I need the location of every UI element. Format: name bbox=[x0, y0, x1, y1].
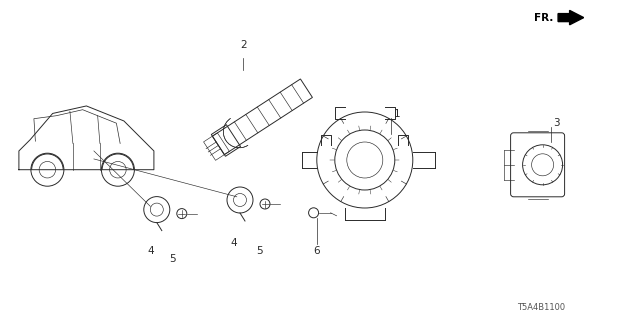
Text: 1: 1 bbox=[394, 108, 400, 119]
FancyArrow shape bbox=[558, 11, 584, 25]
Text: 3: 3 bbox=[554, 118, 560, 128]
Text: 4: 4 bbox=[230, 238, 237, 248]
Text: FR.: FR. bbox=[534, 12, 554, 23]
Text: 4: 4 bbox=[147, 246, 154, 256]
Text: T5A4B1100: T5A4B1100 bbox=[516, 303, 565, 312]
Text: 6: 6 bbox=[314, 246, 320, 256]
Text: 5: 5 bbox=[256, 246, 262, 256]
Text: 5: 5 bbox=[170, 254, 176, 264]
Text: 2: 2 bbox=[240, 40, 246, 50]
